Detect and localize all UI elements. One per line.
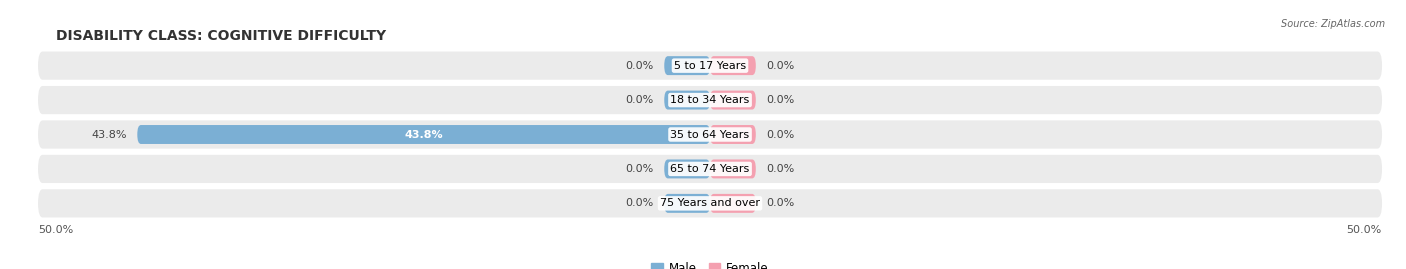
Text: 5 to 17 Years: 5 to 17 Years (673, 61, 747, 71)
FancyBboxPatch shape (664, 194, 710, 213)
FancyBboxPatch shape (710, 91, 756, 109)
Text: 0.0%: 0.0% (766, 61, 794, 71)
FancyBboxPatch shape (664, 91, 710, 109)
Text: 0.0%: 0.0% (626, 164, 654, 174)
FancyBboxPatch shape (138, 125, 710, 144)
FancyBboxPatch shape (37, 188, 1384, 219)
Text: 0.0%: 0.0% (766, 164, 794, 174)
Text: 0.0%: 0.0% (626, 95, 654, 105)
Text: 0.0%: 0.0% (626, 61, 654, 71)
FancyBboxPatch shape (710, 160, 756, 178)
FancyBboxPatch shape (710, 125, 756, 144)
FancyBboxPatch shape (664, 56, 710, 75)
FancyBboxPatch shape (37, 153, 1384, 185)
Text: 18 to 34 Years: 18 to 34 Years (671, 95, 749, 105)
Text: 0.0%: 0.0% (766, 198, 794, 208)
FancyBboxPatch shape (710, 194, 756, 213)
Text: 35 to 64 Years: 35 to 64 Years (671, 129, 749, 140)
FancyBboxPatch shape (37, 84, 1384, 116)
Text: 0.0%: 0.0% (626, 198, 654, 208)
FancyBboxPatch shape (664, 160, 710, 178)
Text: DISABILITY CLASS: COGNITIVE DIFFICULTY: DISABILITY CLASS: COGNITIVE DIFFICULTY (56, 29, 387, 43)
Text: 43.8%: 43.8% (405, 129, 443, 140)
Text: 0.0%: 0.0% (766, 129, 794, 140)
Text: 75 Years and over: 75 Years and over (659, 198, 761, 208)
FancyBboxPatch shape (710, 56, 756, 75)
FancyBboxPatch shape (37, 50, 1384, 81)
Text: 0.0%: 0.0% (766, 95, 794, 105)
Text: 65 to 74 Years: 65 to 74 Years (671, 164, 749, 174)
Text: Source: ZipAtlas.com: Source: ZipAtlas.com (1281, 19, 1385, 29)
Text: 43.8%: 43.8% (91, 129, 127, 140)
Legend: Male, Female: Male, Female (647, 258, 773, 269)
FancyBboxPatch shape (37, 119, 1384, 150)
